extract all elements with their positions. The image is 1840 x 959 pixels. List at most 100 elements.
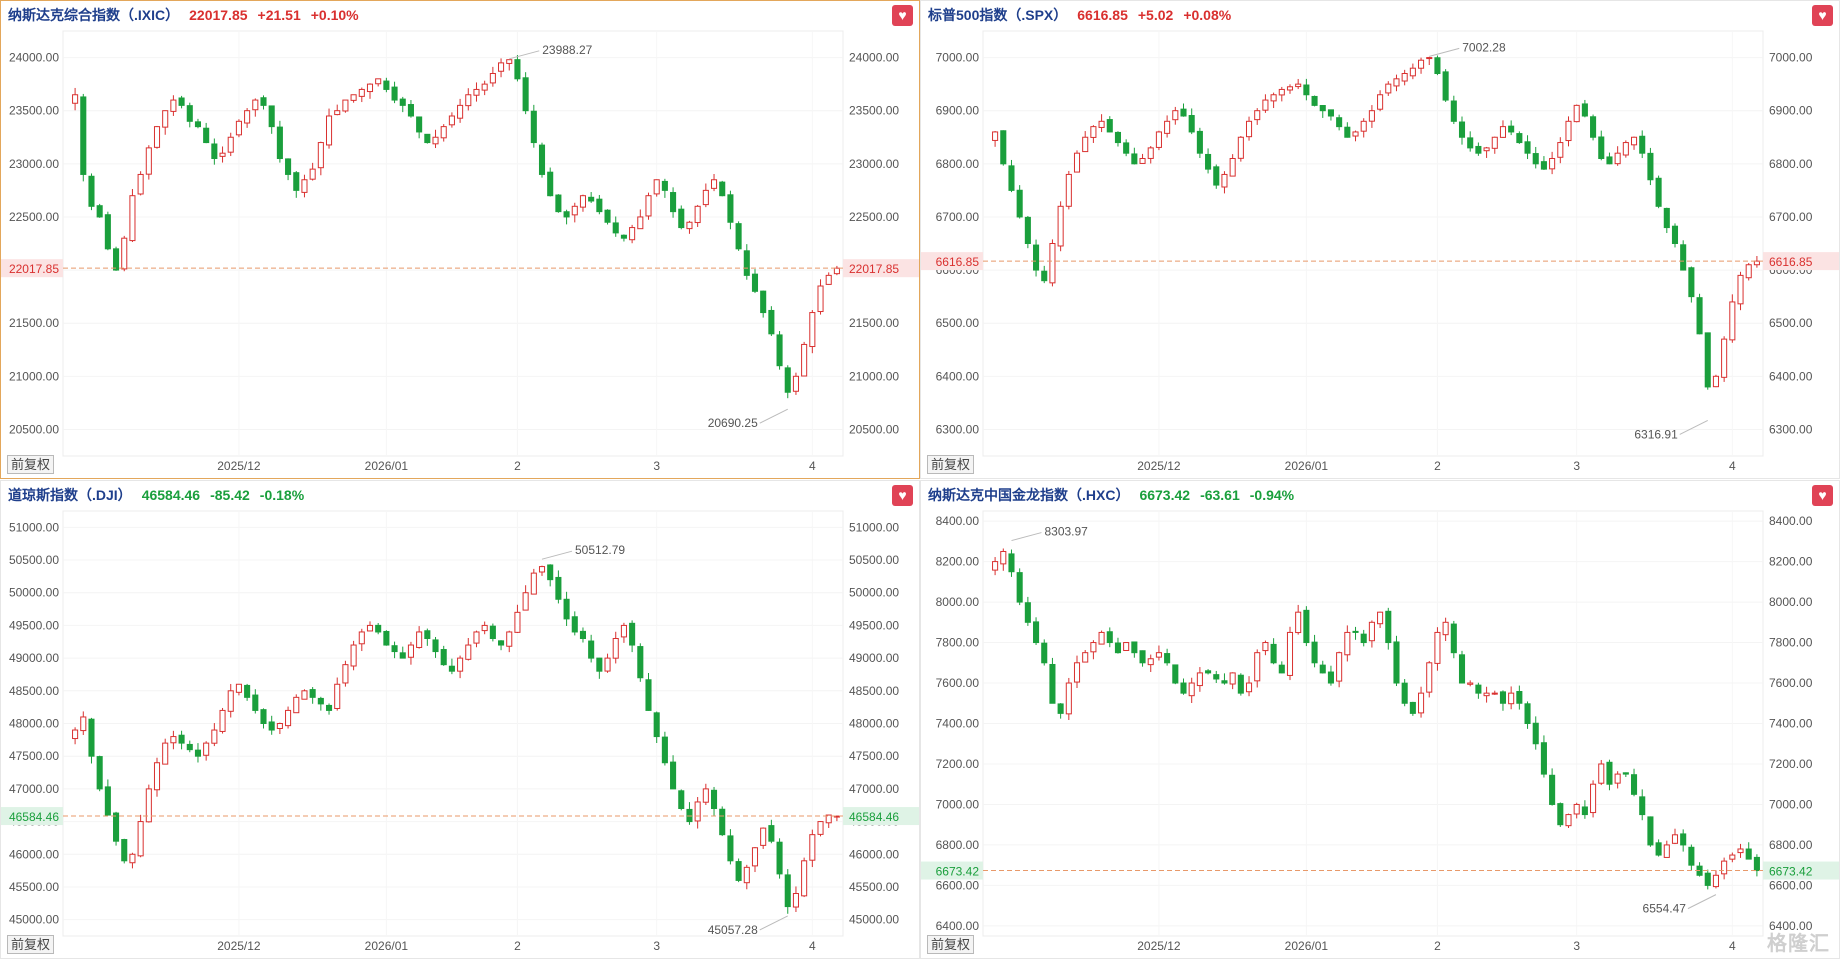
- candle-body[interactable]: [96, 205, 103, 218]
- candle-body[interactable]: [80, 716, 87, 732]
- panel-ixic[interactable]: 24000.00 24000.00 23500.00 23500.00 23000.00…: [0, 0, 920, 479]
- candle-body[interactable]: [1352, 131, 1359, 137]
- candle-body[interactable]: [1721, 338, 1728, 378]
- candle-body[interactable]: [1508, 692, 1515, 705]
- candle-body[interactable]: [1630, 774, 1638, 795]
- adjust-mode-button[interactable]: 前复权: [7, 935, 55, 954]
- candle-body[interactable]: [1458, 654, 1466, 684]
- candle-body[interactable]: [1155, 131, 1162, 148]
- candle-body[interactable]: [801, 343, 808, 377]
- candle-body[interactable]: [1393, 78, 1400, 87]
- candle-body[interactable]: [1360, 120, 1367, 132]
- candle-body[interactable]: [514, 59, 521, 80]
- candle-body[interactable]: [612, 222, 619, 234]
- candle-body[interactable]: [194, 121, 202, 128]
- candle-body[interactable]: [162, 742, 169, 765]
- candle-body[interactable]: [1721, 860, 1728, 875]
- candle-body[interactable]: [727, 835, 734, 862]
- candle-body[interactable]: [457, 657, 464, 672]
- candle-body[interactable]: [1426, 662, 1433, 693]
- candle-body[interactable]: [1073, 152, 1081, 173]
- candle-body[interactable]: [1622, 142, 1629, 156]
- candle-body[interactable]: [1475, 145, 1482, 154]
- candle-body[interactable]: [1704, 872, 1711, 886]
- heart-icon[interactable]: ♥: [892, 5, 913, 26]
- candle-body[interactable]: [342, 664, 349, 684]
- candle-body[interactable]: [1327, 671, 1334, 684]
- candle-body[interactable]: [809, 312, 816, 348]
- candle-body[interactable]: [194, 749, 202, 757]
- candle-body[interactable]: [645, 679, 652, 711]
- candle-body[interactable]: [1573, 803, 1580, 815]
- candle-body[interactable]: [1385, 83, 1392, 94]
- candle-body[interactable]: [719, 181, 726, 197]
- candle-body[interactable]: [1270, 94, 1277, 102]
- candle-body[interactable]: [1303, 609, 1310, 644]
- candle-body[interactable]: [1327, 109, 1334, 117]
- candlestick-chart[interactable]: 24000.00 24000.00 23500.00 23500.00 23000.00…: [1, 1, 920, 479]
- candle-body[interactable]: [293, 172, 300, 191]
- candle-body[interactable]: [555, 576, 562, 600]
- candle-body[interactable]: [260, 709, 267, 725]
- candle-body[interactable]: [1557, 142, 1564, 158]
- candle-body[interactable]: [309, 168, 316, 180]
- candle-body[interactable]: [768, 825, 775, 842]
- candle-body[interactable]: [743, 866, 750, 884]
- candle-body[interactable]: [1131, 641, 1138, 654]
- candle-body[interactable]: [80, 96, 87, 175]
- candle-body[interactable]: [506, 631, 513, 647]
- candle-body[interactable]: [309, 689, 316, 698]
- candle-body[interactable]: [1671, 225, 1679, 244]
- candle-body[interactable]: [1352, 630, 1359, 633]
- candle-body[interactable]: [653, 179, 660, 195]
- candle-body[interactable]: [1123, 642, 1130, 651]
- candle-body[interactable]: [375, 624, 382, 633]
- candle-body[interactable]: [1090, 642, 1097, 653]
- candle-body[interactable]: [579, 630, 587, 639]
- candle-body[interactable]: [432, 136, 439, 145]
- candle-body[interactable]: [530, 572, 537, 595]
- candle-body[interactable]: [276, 723, 283, 729]
- candle-body[interactable]: [88, 718, 95, 757]
- candle-body[interactable]: [1753, 260, 1760, 266]
- candle-body[interactable]: [1024, 602, 1031, 623]
- candle-body[interactable]: [489, 625, 496, 640]
- candle-body[interactable]: [702, 788, 709, 803]
- candle-body[interactable]: [252, 694, 259, 711]
- candle-body[interactable]: [473, 88, 480, 96]
- candle-body[interactable]: [1205, 670, 1212, 674]
- candle-body[interactable]: [72, 94, 79, 104]
- candle-body[interactable]: [1319, 105, 1326, 112]
- candle-body[interactable]: [1401, 682, 1408, 704]
- candle-body[interactable]: [1409, 701, 1416, 714]
- candle-body[interactable]: [686, 808, 693, 823]
- candle-body[interactable]: [1245, 682, 1253, 693]
- panel-hxc[interactable]: 8400.00 8400.00 8200.00 8200.00 8000.00 8000.…: [920, 480, 1840, 959]
- candle-body[interactable]: [104, 786, 111, 816]
- candle-body[interactable]: [1311, 95, 1318, 106]
- candle-body[interactable]: [1041, 270, 1048, 282]
- candle-body[interactable]: [1049, 243, 1056, 284]
- candle-body[interactable]: [399, 652, 406, 659]
- candle-body[interactable]: [162, 110, 169, 128]
- candle-body[interactable]: [1254, 652, 1261, 682]
- candle-body[interactable]: [1450, 623, 1457, 654]
- candle-body[interactable]: [1590, 783, 1597, 814]
- candle-body[interactable]: [768, 309, 775, 335]
- candle-body[interactable]: [113, 248, 120, 271]
- candle-body[interactable]: [211, 143, 218, 159]
- candle-body[interactable]: [121, 839, 128, 862]
- candle-body[interactable]: [358, 631, 365, 645]
- candle-body[interactable]: [727, 194, 734, 223]
- candle-body[interactable]: [1426, 57, 1433, 60]
- candle-body[interactable]: [186, 743, 193, 751]
- candle-body[interactable]: [1491, 136, 1498, 149]
- candle-body[interactable]: [817, 285, 824, 313]
- candle-body[interactable]: [1737, 274, 1744, 305]
- candle-body[interactable]: [137, 173, 144, 195]
- index-name[interactable]: 标普500指数（.SPX）: [928, 7, 1068, 23]
- candle-body[interactable]: [72, 729, 79, 740]
- candle-body[interactable]: [1581, 806, 1588, 816]
- candle-body[interactable]: [489, 73, 496, 84]
- candle-body[interactable]: [604, 657, 611, 672]
